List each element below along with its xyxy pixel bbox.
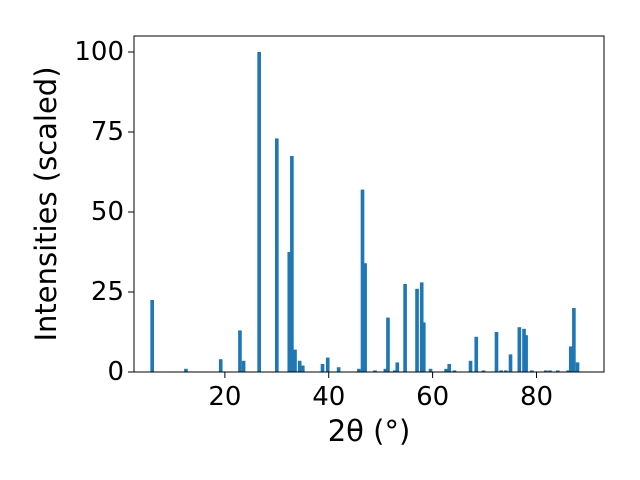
bar <box>336 367 341 372</box>
bar <box>297 360 302 372</box>
bar <box>517 327 522 372</box>
bar <box>392 370 397 372</box>
bar <box>275 138 279 372</box>
x-axis-ticks: 20 40 60 80 <box>208 372 553 412</box>
bar <box>386 317 390 372</box>
bar <box>548 370 552 372</box>
bar <box>444 368 448 372</box>
bar <box>373 370 377 372</box>
bar <box>447 364 452 372</box>
bar <box>293 349 297 372</box>
bar <box>494 332 499 372</box>
y-axis-label: Intensities (scaled) <box>29 66 63 341</box>
bar <box>421 322 426 372</box>
bar <box>290 156 294 372</box>
y-tick-label: 100 <box>74 37 124 67</box>
bar <box>566 370 570 372</box>
bar <box>360 189 365 372</box>
bar <box>184 368 188 372</box>
bar <box>575 362 580 372</box>
bar <box>300 365 305 372</box>
bar <box>357 368 361 372</box>
bar <box>474 336 479 372</box>
bar <box>150 300 154 372</box>
bar <box>572 308 576 372</box>
bar <box>428 368 433 372</box>
bar <box>568 346 573 372</box>
x-tick-label: 60 <box>416 382 449 412</box>
bar <box>363 263 367 372</box>
bar <box>395 362 400 372</box>
bar <box>529 370 534 372</box>
bars-group <box>150 52 580 372</box>
x-tick-label: 40 <box>312 382 345 412</box>
y-tick-label: 0 <box>107 357 124 387</box>
bar <box>499 370 503 372</box>
bar <box>452 370 457 372</box>
bar <box>555 370 560 372</box>
y-axis-ticks: 0 25 50 75 100 <box>74 37 134 387</box>
bar <box>481 370 486 372</box>
x-tick-label: 20 <box>208 382 241 412</box>
bar <box>218 359 223 372</box>
bar <box>468 360 473 372</box>
bar <box>524 335 528 372</box>
bar <box>544 370 548 372</box>
bar <box>287 252 292 372</box>
bar <box>522 328 526 372</box>
x-tick-label: 80 <box>520 382 553 412</box>
bar <box>403 284 407 372</box>
bar <box>325 357 330 372</box>
bar <box>257 52 261 372</box>
bar <box>419 282 424 372</box>
bar <box>238 330 242 372</box>
y-tick-label: 25 <box>91 277 124 307</box>
bar <box>383 368 388 372</box>
bar <box>320 364 325 372</box>
y-tick-label: 50 <box>91 197 124 227</box>
bar <box>504 370 508 372</box>
bar <box>508 354 513 372</box>
bar <box>415 288 419 372</box>
plot-frame <box>133 35 605 373</box>
bar <box>241 360 246 372</box>
y-tick-label: 75 <box>91 117 124 147</box>
x-axis-label: 2θ (°) <box>328 414 411 448</box>
